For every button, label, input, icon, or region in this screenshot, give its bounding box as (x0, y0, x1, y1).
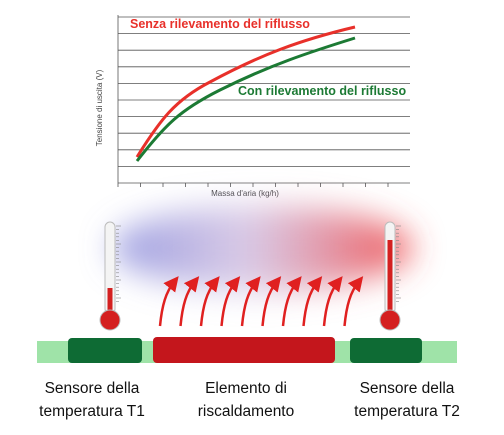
heat-arrows (158, 276, 364, 327)
arrow (220, 276, 241, 327)
y-axis-label: Tensione di uscita (V) (95, 69, 104, 146)
arrow (322, 276, 343, 327)
thermometer-left (99, 221, 121, 331)
series-label: Con rilevamento del riflusso (238, 84, 406, 98)
chart: Tensione di uscita (V) Massa d'aria (kg/… (95, 15, 410, 198)
arrow (261, 276, 282, 327)
arrow (179, 276, 200, 327)
part-label: Sensore della (360, 380, 455, 397)
thermometer-right (379, 221, 401, 331)
part-label: Sensore della (45, 380, 140, 397)
sensor-t2 (350, 338, 422, 363)
arrow (302, 276, 323, 327)
heater (153, 337, 335, 363)
arrow (343, 276, 364, 327)
curve-red (135, 25, 356, 158)
curve-green (135, 36, 356, 162)
sensor-t1 (68, 338, 142, 363)
air-cloud (112, 206, 412, 290)
arrow (199, 276, 220, 327)
arrow (240, 276, 261, 327)
arrow (158, 276, 179, 327)
part-label: Elemento di (205, 380, 287, 397)
part-label: temperatura T2 (354, 403, 460, 420)
arrow (281, 276, 302, 327)
part-label: temperatura T1 (39, 403, 145, 420)
part-label: riscaldamento (198, 403, 295, 420)
series-label: Senza rilevamento del riflusso (130, 17, 310, 31)
x-axis-label: Massa d'aria (kg/h) (211, 189, 279, 198)
